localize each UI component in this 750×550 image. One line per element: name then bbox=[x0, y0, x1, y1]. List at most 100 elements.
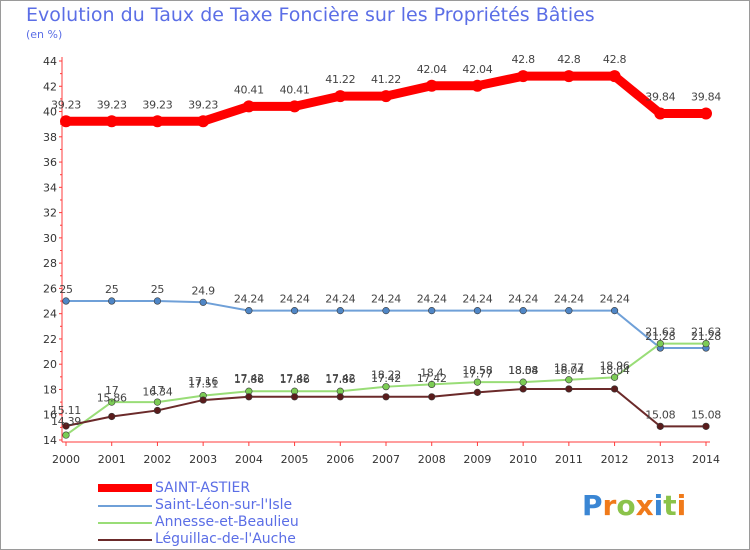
x-tick-label: 2011 bbox=[555, 453, 583, 466]
data-point bbox=[62, 431, 70, 439]
legend-label: Annesse-et-Beaulieu bbox=[155, 514, 299, 530]
x-tick-label: 2006 bbox=[326, 453, 354, 466]
data-label: 17.86 bbox=[280, 373, 310, 386]
data-point bbox=[519, 385, 527, 393]
data-label: 17.51 bbox=[188, 378, 218, 391]
data-label: 41.22 bbox=[325, 73, 355, 86]
data-label: 39.84 bbox=[645, 91, 675, 104]
data-point bbox=[702, 422, 710, 430]
data-point bbox=[290, 307, 299, 315]
legend-label: SAINT-ASTIER bbox=[155, 480, 251, 496]
data-label: 15.86 bbox=[97, 392, 127, 405]
data-point bbox=[336, 307, 344, 315]
legend-swatch-leguillac bbox=[98, 539, 152, 541]
x-tick-label: 2002 bbox=[143, 453, 171, 466]
data-point bbox=[428, 307, 436, 315]
data-label: 17.42 bbox=[280, 372, 310, 385]
y-tick-label: 36 bbox=[43, 156, 57, 169]
data-point bbox=[610, 373, 619, 381]
x-tick-label: 2003 bbox=[189, 453, 217, 466]
data-label: 17.42 bbox=[325, 372, 355, 385]
data-label: 17.86 bbox=[325, 373, 355, 386]
data-label: 15.08 bbox=[645, 408, 675, 421]
y-tick-label: 22 bbox=[43, 333, 57, 346]
data-point bbox=[382, 393, 390, 401]
y-tick-label: 40 bbox=[43, 106, 57, 119]
data-label: 39.23 bbox=[51, 98, 81, 111]
data-label: 18.58 bbox=[462, 364, 492, 377]
data-label: 17.42 bbox=[371, 372, 401, 385]
y-tick-label: 34 bbox=[43, 181, 57, 194]
data-point bbox=[382, 307, 390, 315]
data-label: 17.77 bbox=[462, 367, 492, 380]
data-label: 17.16 bbox=[188, 375, 218, 388]
data-point bbox=[62, 297, 70, 305]
data-point bbox=[700, 107, 712, 120]
data-point bbox=[473, 307, 482, 315]
y-tick-label: 20 bbox=[43, 358, 57, 371]
data-label: 42.04 bbox=[417, 63, 447, 76]
data-point bbox=[153, 406, 162, 415]
data-label: 18.22 bbox=[371, 369, 401, 382]
data-point bbox=[334, 90, 347, 103]
axes: 14 16 18 20 22 24 26 28 30 32 34 36 38 40 42 44 2000 2001… bbox=[43, 55, 720, 466]
data-point bbox=[199, 396, 207, 404]
data-point bbox=[656, 340, 664, 348]
logo-letter: r bbox=[602, 489, 617, 522]
y-tick-label: 16 bbox=[43, 409, 57, 422]
data-label: 25 bbox=[151, 283, 165, 296]
data-point bbox=[197, 115, 210, 128]
legend-label: Saint-Léon-sur-l'Isle bbox=[155, 497, 293, 513]
data-point bbox=[473, 388, 482, 396]
x-tick-label: 2012 bbox=[601, 453, 629, 466]
data-label: 24.24 bbox=[462, 293, 492, 306]
data-label: 42.8 bbox=[511, 53, 535, 66]
data-point bbox=[425, 79, 438, 92]
data-label: 21.28 bbox=[645, 330, 675, 343]
logo-letter: t bbox=[663, 489, 677, 522]
logo-letter: i bbox=[653, 489, 664, 522]
data-label: 15.11 bbox=[51, 404, 81, 417]
data-label: 24.24 bbox=[600, 293, 630, 306]
data-point bbox=[519, 307, 527, 315]
data-label: 24.24 bbox=[234, 293, 264, 306]
data-label: 17.86 bbox=[234, 373, 264, 386]
data-point bbox=[380, 90, 392, 103]
y-tick-label: 42 bbox=[43, 80, 57, 93]
data-label: 24.24 bbox=[554, 293, 584, 306]
data-point bbox=[565, 307, 573, 315]
logo-letter: o bbox=[616, 489, 636, 522]
data-point bbox=[108, 412, 116, 421]
y-tick-label: 28 bbox=[43, 257, 57, 270]
data-label: 42.8 bbox=[557, 53, 581, 66]
data-labels: 39.23 39.23 39.23 39.23 40.41 40.41 41.22 41.22… bbox=[51, 53, 722, 428]
data-point bbox=[288, 100, 301, 113]
data-label: 21.63 bbox=[691, 326, 721, 339]
data-label: 18.04 bbox=[508, 364, 538, 377]
data-point bbox=[473, 378, 482, 386]
data-point bbox=[153, 297, 162, 305]
data-label: 21.63 bbox=[645, 326, 675, 339]
data-label: 42.8 bbox=[603, 53, 627, 66]
data-point bbox=[60, 115, 72, 128]
data-label: 39.23 bbox=[97, 98, 127, 111]
data-label: 24.24 bbox=[508, 293, 538, 306]
y-tick-label: 30 bbox=[43, 232, 57, 245]
data-point bbox=[519, 378, 527, 386]
data-point bbox=[608, 70, 621, 83]
data-point bbox=[199, 298, 207, 306]
data-point bbox=[151, 115, 164, 128]
y-tick-label: 32 bbox=[43, 207, 57, 220]
legend-swatch-saint-leon bbox=[98, 505, 152, 507]
data-point bbox=[562, 70, 575, 83]
data-label: 18.77 bbox=[554, 362, 584, 375]
y-axis-unit: (en %) bbox=[26, 28, 63, 41]
data-label: 21.28 bbox=[691, 330, 721, 343]
data-label: 17 bbox=[105, 384, 119, 397]
x-tick-label: 2007 bbox=[372, 453, 400, 466]
y-tick-label: 38 bbox=[43, 131, 57, 144]
data-point bbox=[245, 307, 253, 315]
data-point bbox=[382, 383, 390, 391]
x-tick-label: 2001 bbox=[98, 453, 126, 466]
